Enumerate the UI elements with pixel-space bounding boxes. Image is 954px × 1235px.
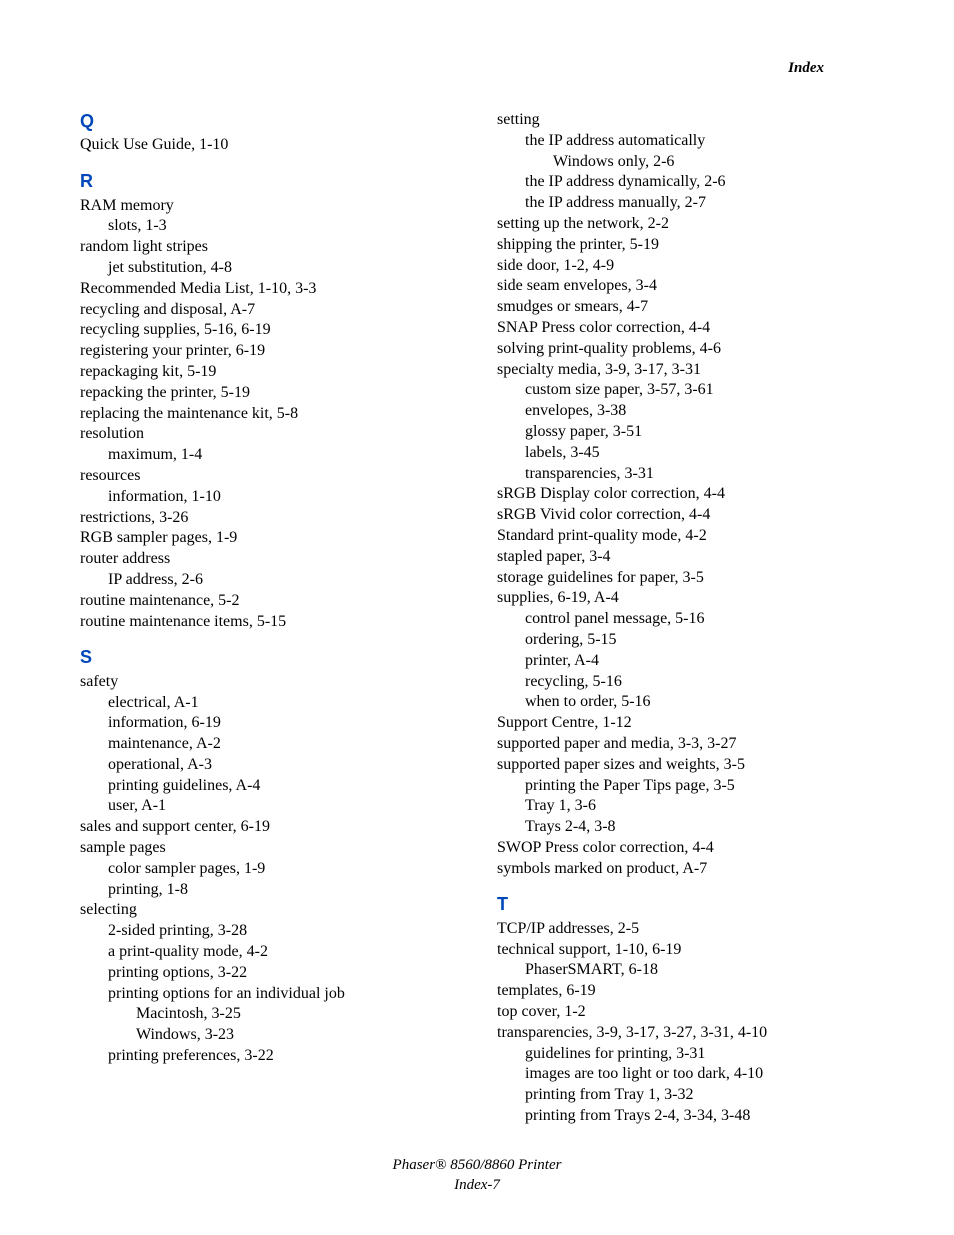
index-entry: random light stripes — [80, 237, 457, 258]
index-subentry: printer, A-4 — [497, 651, 874, 672]
index-entry: setting up the network, 2-2 — [497, 214, 874, 235]
index-subentry: Tray 1, 3-6 — [497, 796, 874, 817]
index-entry: sRGB Vivid color correction, 4-4 — [497, 505, 874, 526]
index-entry: SNAP Press color correction, 4-4 — [497, 318, 874, 339]
index-subentry: transparencies, 3-31 — [497, 464, 874, 485]
index-subsubentry: Windows only, 2-6 — [497, 152, 874, 173]
index-entry: Standard print-quality mode, 4-2 — [497, 526, 874, 547]
index-subentry: printing options, 3-22 — [80, 963, 457, 984]
index-subentry: images are too light or too dark, 4-10 — [497, 1064, 874, 1085]
letter-heading-t: T — [497, 893, 874, 916]
index-entry: safety — [80, 672, 457, 693]
index-subentry: printing preferences, 3-22 — [80, 1046, 457, 1067]
index-entry: transparencies, 3-9, 3-17, 3-27, 3-31, 4… — [497, 1023, 874, 1044]
index-subentry: jet substitution, 4-8 — [80, 258, 457, 279]
index-subentry: information, 6-19 — [80, 713, 457, 734]
index-entry: sales and support center, 6-19 — [80, 817, 457, 838]
index-subentry: information, 1-10 — [80, 487, 457, 508]
index-subentry: printing, 1-8 — [80, 880, 457, 901]
header-index-label: Index — [788, 60, 824, 77]
index-subentry: a print-quality mode, 4-2 — [80, 942, 457, 963]
index-entry: RAM memory — [80, 196, 457, 217]
index-subentry: printing guidelines, A-4 — [80, 776, 457, 797]
index-entry: routine maintenance, 5-2 — [80, 591, 457, 612]
index-entry: storage guidelines for paper, 3-5 — [497, 568, 874, 589]
index-columns: Q Quick Use Guide, 1-10 R RAM memory slo… — [80, 110, 874, 1127]
index-subentry: the IP address automatically — [497, 131, 874, 152]
index-subentry: the IP address manually, 2-7 — [497, 193, 874, 214]
index-subentry: maximum, 1-4 — [80, 445, 457, 466]
index-subentry: control panel message, 5-16 — [497, 609, 874, 630]
index-entry: stapled paper, 3-4 — [497, 547, 874, 568]
index-entry: sRGB Display color correction, 4-4 — [497, 484, 874, 505]
index-subentry: custom size paper, 3-57, 3-61 — [497, 380, 874, 401]
index-entry: Recommended Media List, 1-10, 3-3 — [80, 279, 457, 300]
index-subentry: printing from Trays 2-4, 3-34, 3-48 — [497, 1106, 874, 1127]
index-entry: repackaging kit, 5-19 — [80, 362, 457, 383]
index-entry: SWOP Press color correction, 4-4 — [497, 838, 874, 859]
index-subentry: 2-sided printing, 3-28 — [80, 921, 457, 942]
index-entry: supported paper and media, 3-3, 3-27 — [497, 734, 874, 755]
index-entry: side door, 1-2, 4-9 — [497, 256, 874, 277]
index-subentry: user, A-1 — [80, 796, 457, 817]
page-footer: Phaser® 8560/8860 Printer Index-7 — [0, 1156, 954, 1195]
index-subentry: printing the Paper Tips page, 3-5 — [497, 776, 874, 797]
index-entry: setting — [497, 110, 874, 131]
index-entry: Support Centre, 1-12 — [497, 713, 874, 734]
letter-heading-r: R — [80, 170, 457, 193]
index-entry: recycling and disposal, A-7 — [80, 300, 457, 321]
index-entry: registering your printer, 6-19 — [80, 341, 457, 362]
index-subentry: printing from Tray 1, 3-32 — [497, 1085, 874, 1106]
index-entry: restrictions, 3-26 — [80, 508, 457, 529]
index-entry: TCP/IP addresses, 2-5 — [497, 919, 874, 940]
footer-page-number: Index-7 — [0, 1176, 954, 1196]
index-entry: resources — [80, 466, 457, 487]
index-entry: supplies, 6-19, A-4 — [497, 588, 874, 609]
index-subentry: when to order, 5-16 — [497, 692, 874, 713]
index-subentry: operational, A-3 — [80, 755, 457, 776]
index-entry: solving print-quality problems, 4-6 — [497, 339, 874, 360]
right-column: setting the IP address automatically Win… — [497, 110, 874, 1127]
index-entry: routine maintenance items, 5-15 — [80, 612, 457, 633]
index-subentry: color sampler pages, 1-9 — [80, 859, 457, 880]
index-entry: top cover, 1-2 — [497, 1002, 874, 1023]
index-subentry: electrical, A-1 — [80, 693, 457, 714]
index-subentry: envelopes, 3-38 — [497, 401, 874, 422]
index-subentry: Trays 2-4, 3-8 — [497, 817, 874, 838]
index-subentry: guidelines for printing, 3-31 — [497, 1044, 874, 1065]
index-entry: sample pages — [80, 838, 457, 859]
index-entry: templates, 6-19 — [497, 981, 874, 1002]
index-entry: repacking the printer, 5-19 — [80, 383, 457, 404]
index-subentry: slots, 1-3 — [80, 216, 457, 237]
index-subentry: glossy paper, 3-51 — [497, 422, 874, 443]
letter-heading-s: S — [80, 646, 457, 669]
index-subentry: recycling, 5-16 — [497, 672, 874, 693]
index-subentry: PhaserSMART, 6-18 — [497, 960, 874, 981]
letter-heading-q: Q — [80, 110, 457, 133]
index-subentry: IP address, 2-6 — [80, 570, 457, 591]
index-subentry: printing options for an individual job — [80, 984, 457, 1005]
index-subsubentry: Macintosh, 3-25 — [80, 1004, 457, 1025]
footer-product: Phaser® 8560/8860 Printer — [0, 1156, 954, 1176]
index-entry: shipping the printer, 5-19 — [497, 235, 874, 256]
index-subentry: ordering, 5-15 — [497, 630, 874, 651]
index-entry: RGB sampler pages, 1-9 — [80, 528, 457, 549]
index-entry: supported paper sizes and weights, 3-5 — [497, 755, 874, 776]
index-entry: Quick Use Guide, 1-10 — [80, 135, 457, 156]
index-subentry: the IP address dynamically, 2-6 — [497, 172, 874, 193]
index-entry: resolution — [80, 424, 457, 445]
index-entry: replacing the maintenance kit, 5-8 — [80, 404, 457, 425]
index-entry: router address — [80, 549, 457, 570]
index-entry: technical support, 1-10, 6-19 — [497, 940, 874, 961]
index-entry: specialty media, 3-9, 3-17, 3-31 — [497, 360, 874, 381]
index-entry: smudges or smears, 4-7 — [497, 297, 874, 318]
index-entry: recycling supplies, 5-16, 6-19 — [80, 320, 457, 341]
index-entry: side seam envelopes, 3-4 — [497, 276, 874, 297]
index-entry: selecting — [80, 900, 457, 921]
index-subentry: maintenance, A-2 — [80, 734, 457, 755]
index-subentry: labels, 3-45 — [497, 443, 874, 464]
index-subsubentry: Windows, 3-23 — [80, 1025, 457, 1046]
left-column: Q Quick Use Guide, 1-10 R RAM memory slo… — [80, 110, 457, 1127]
index-entry: symbols marked on product, A-7 — [497, 859, 874, 880]
